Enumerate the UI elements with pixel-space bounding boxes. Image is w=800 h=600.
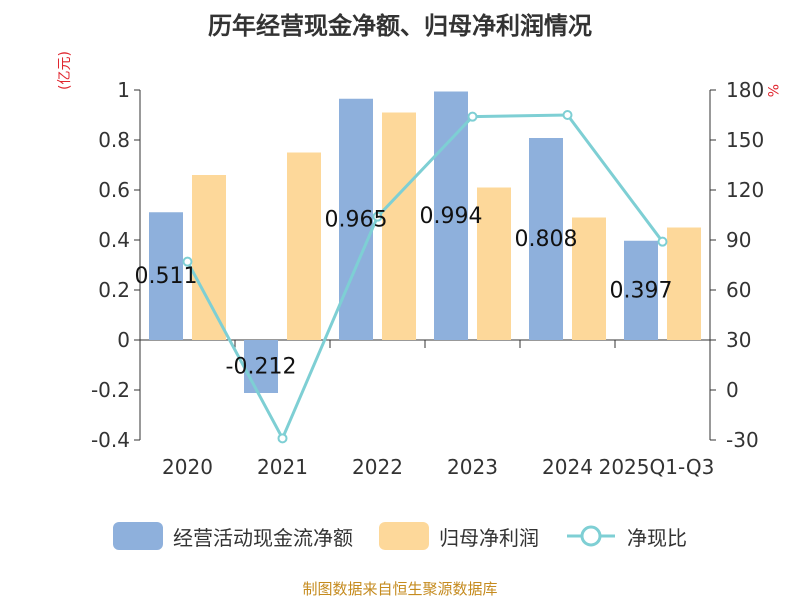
data-label-cashflow: 0.397 <box>610 278 673 303</box>
legend-item-cashflow[interactable]: 经营活动现金流净额 <box>113 522 353 551</box>
left-tick-label: -0.2 <box>91 378 130 402</box>
legend-label-ratio: 净现比 <box>627 525 687 550</box>
source-note: 制图数据来自恒生聚源数据库 <box>302 580 498 598</box>
right-tick-label: -30 <box>726 428 759 452</box>
bar-profit <box>382 112 416 340</box>
legend-label-cashflow: 经营活动现金流净额 <box>173 525 353 550</box>
legend-line-icon <box>567 525 615 547</box>
point-ratio <box>372 211 383 222</box>
data-label-cashflow: 0.965 <box>325 207 388 232</box>
point-ratio <box>182 256 193 267</box>
left-tick-label: 0.2 <box>98 278 130 302</box>
data-label-cashflow: 0.808 <box>515 227 578 252</box>
x-tick-label: 2021 <box>257 455 308 479</box>
bar-cashflow <box>434 91 468 340</box>
legend-label-profit: 归母净利润 <box>439 525 539 550</box>
legend: 经营活动现金流净额 归母净利润 净现比 <box>0 518 800 554</box>
left-tick-label: 0 <box>117 328 130 352</box>
bar-cashflow <box>244 340 278 393</box>
point-ratio <box>657 236 668 247</box>
right-tick-label: 30 <box>726 328 751 352</box>
x-tick-label: 2020 <box>162 455 213 479</box>
bar-cashflow <box>624 240 658 340</box>
left-tick-label: -0.4 <box>91 428 130 452</box>
left-tick-label: 0.8 <box>98 128 130 152</box>
data-label-cashflow: 0.511 <box>135 264 198 289</box>
right-tick-label: 0 <box>726 378 739 402</box>
bar-cashflow <box>339 98 373 340</box>
data-label-cashflow: 0.994 <box>420 204 483 229</box>
bar-cashflow <box>149 212 183 340</box>
right-tick-label: 180 <box>726 78 764 102</box>
legend-item-profit[interactable]: 归母净利润 <box>379 522 539 551</box>
bar-profit <box>192 175 226 340</box>
line-ratio <box>186 113 664 442</box>
chart-title: 历年经营现金净额、归母净利润情况 <box>208 12 592 40</box>
right-tick-label: 60 <box>726 278 751 302</box>
legend-swatch-profit <box>379 522 429 550</box>
legend-swatch-cashflow <box>113 522 163 550</box>
x-tick-label: 2022 <box>352 455 403 479</box>
bar-profit <box>667 227 701 340</box>
x-tick-label: 2024 <box>542 455 593 479</box>
bar-profit <box>287 152 321 340</box>
bar-cashflow <box>529 138 563 340</box>
point-ratio <box>277 433 288 444</box>
point-ratio <box>467 111 478 122</box>
bar-profit <box>572 217 606 340</box>
x-tick-label: 2023 <box>447 455 498 479</box>
point-ratio <box>562 110 573 120</box>
x-tick-label: 2025Q1-Q3 <box>599 455 715 479</box>
data-label-cashflow: -0.212 <box>226 355 297 380</box>
left-tick-label: 0.6 <box>98 178 130 202</box>
right-tick-label: 150 <box>726 128 764 152</box>
legend-item-ratio[interactable]: 净现比 <box>565 522 687 551</box>
right-tick-label: 120 <box>726 178 764 202</box>
right-tick-label: 90 <box>726 228 751 252</box>
left-tick-label: 1 <box>117 78 130 102</box>
left-tick-label: 0.4 <box>98 228 130 252</box>
bar-profit <box>477 187 511 340</box>
